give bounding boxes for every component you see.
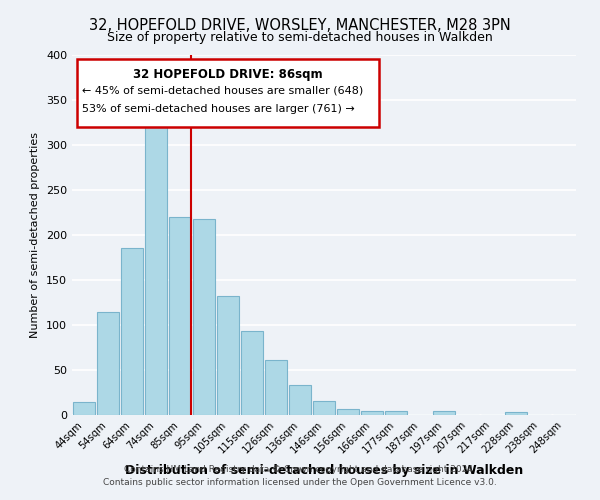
Bar — [289, 386, 311, 415]
Bar — [361, 410, 383, 415]
Text: 32, HOPEFOLD DRIVE, WORSLEY, MANCHESTER, M28 3PN: 32, HOPEFOLD DRIVE, WORSLEY, MANCHESTER,… — [89, 18, 511, 32]
Bar — [145, 116, 167, 415]
Bar — [241, 332, 263, 415]
Text: 32 HOPEFOLD DRIVE: 86sqm: 32 HOPEFOLD DRIVE: 86sqm — [133, 68, 323, 80]
Bar — [169, 217, 191, 415]
Bar — [193, 219, 215, 415]
Bar — [97, 312, 119, 415]
Text: Contains public sector information licensed under the Open Government Licence v3: Contains public sector information licen… — [103, 478, 497, 487]
Bar — [121, 248, 143, 415]
X-axis label: Distribution of semi-detached houses by size in Walkden: Distribution of semi-detached houses by … — [125, 464, 523, 477]
Text: Size of property relative to semi-detached houses in Walkden: Size of property relative to semi-detach… — [107, 31, 493, 44]
Bar — [505, 412, 527, 415]
Y-axis label: Number of semi-detached properties: Number of semi-detached properties — [31, 132, 40, 338]
Bar — [265, 360, 287, 415]
Bar — [433, 412, 455, 415]
Bar — [337, 408, 359, 415]
Text: ← 45% of semi-detached houses are smaller (648): ← 45% of semi-detached houses are smalle… — [82, 86, 364, 96]
Bar — [385, 410, 407, 415]
Text: Contains HM Land Registry data © Crown copyright and database right 2024.: Contains HM Land Registry data © Crown c… — [124, 466, 476, 474]
Bar — [313, 400, 335, 415]
Bar — [217, 296, 239, 415]
Bar — [73, 402, 95, 415]
Text: 53% of semi-detached houses are larger (761) →: 53% of semi-detached houses are larger (… — [82, 104, 355, 114]
FancyBboxPatch shape — [77, 58, 379, 127]
